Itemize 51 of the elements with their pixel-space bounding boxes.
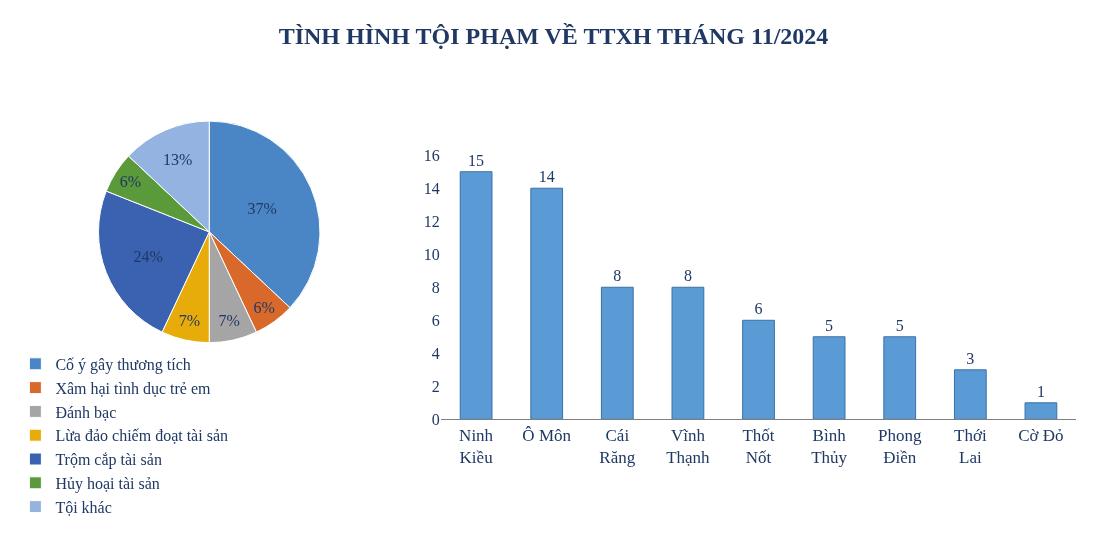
data-label: 3 xyxy=(966,349,975,367)
data-label: 7% xyxy=(218,312,240,330)
bar xyxy=(459,171,493,420)
legend-label: Lừa đảo chiếm đoạt tài sản xyxy=(55,427,228,445)
data-label: 5 xyxy=(895,316,904,334)
data-label: 37% xyxy=(247,200,277,218)
legend-label: Cố ý gây thương tích xyxy=(55,356,191,375)
x-tick-label: Thốt Nốt xyxy=(742,425,775,467)
x-tick-label: Ninh Kiều xyxy=(459,425,494,467)
text: TÌNH HÌNH TỘI PHẠM VỀ TTXH THÁNG 11/2024 xyxy=(278,22,829,49)
legend-label: Hủy hoại tài sản xyxy=(55,475,160,494)
data-label: 1 xyxy=(1036,382,1045,400)
data-label: 14 xyxy=(538,168,555,186)
bar xyxy=(812,336,846,420)
y-tick-label: 16 xyxy=(423,146,440,164)
bar xyxy=(671,286,705,420)
bar xyxy=(742,319,775,420)
data-label: 6% xyxy=(119,173,142,191)
legend-label: Xâm hại tình dục trẻ em xyxy=(55,379,211,397)
bar xyxy=(883,336,917,420)
x-tick-label: Cái Răng xyxy=(599,425,636,467)
y-tick-label: 14 xyxy=(423,179,440,197)
x-tick-label: Phong Điền xyxy=(877,425,922,467)
x-tick-label: Ô Môn xyxy=(522,425,572,445)
legend-label: Tội khác xyxy=(55,498,112,516)
data-label: 6 xyxy=(754,300,763,318)
data-label: 6% xyxy=(253,298,275,316)
y-tick-label: 12 xyxy=(423,212,440,230)
x-tick-label: Vĩnh Thạnh xyxy=(666,425,711,467)
y-tick-label: 10 xyxy=(423,245,440,263)
bar xyxy=(1024,402,1058,420)
data-label: 15 xyxy=(468,151,485,169)
x-tick-label: Cờ Đỏ xyxy=(1018,425,1064,445)
data-label: 8 xyxy=(613,267,622,285)
data-label: 5 xyxy=(825,316,834,334)
data-label: 8 xyxy=(683,267,692,285)
legend-label: Trộm cắp tài sản xyxy=(55,451,162,470)
y-tick-label: 2 xyxy=(431,377,440,395)
data-label: 7% xyxy=(178,312,201,330)
data-label: 24% xyxy=(133,247,163,265)
legend-label: Đánh bạc xyxy=(55,403,117,421)
x-tick-label: Bình Thủy xyxy=(811,425,848,467)
bar xyxy=(600,286,634,420)
x-tick-label: Thới Lai xyxy=(954,425,987,467)
y-tick-label: 8 xyxy=(431,278,440,296)
data-label: 13% xyxy=(163,150,193,168)
bar xyxy=(953,369,987,420)
bar xyxy=(530,187,564,420)
y-tick-label: 0 xyxy=(431,410,440,428)
y-tick-label: 4 xyxy=(431,344,440,362)
y-tick-label: 6 xyxy=(431,311,440,329)
